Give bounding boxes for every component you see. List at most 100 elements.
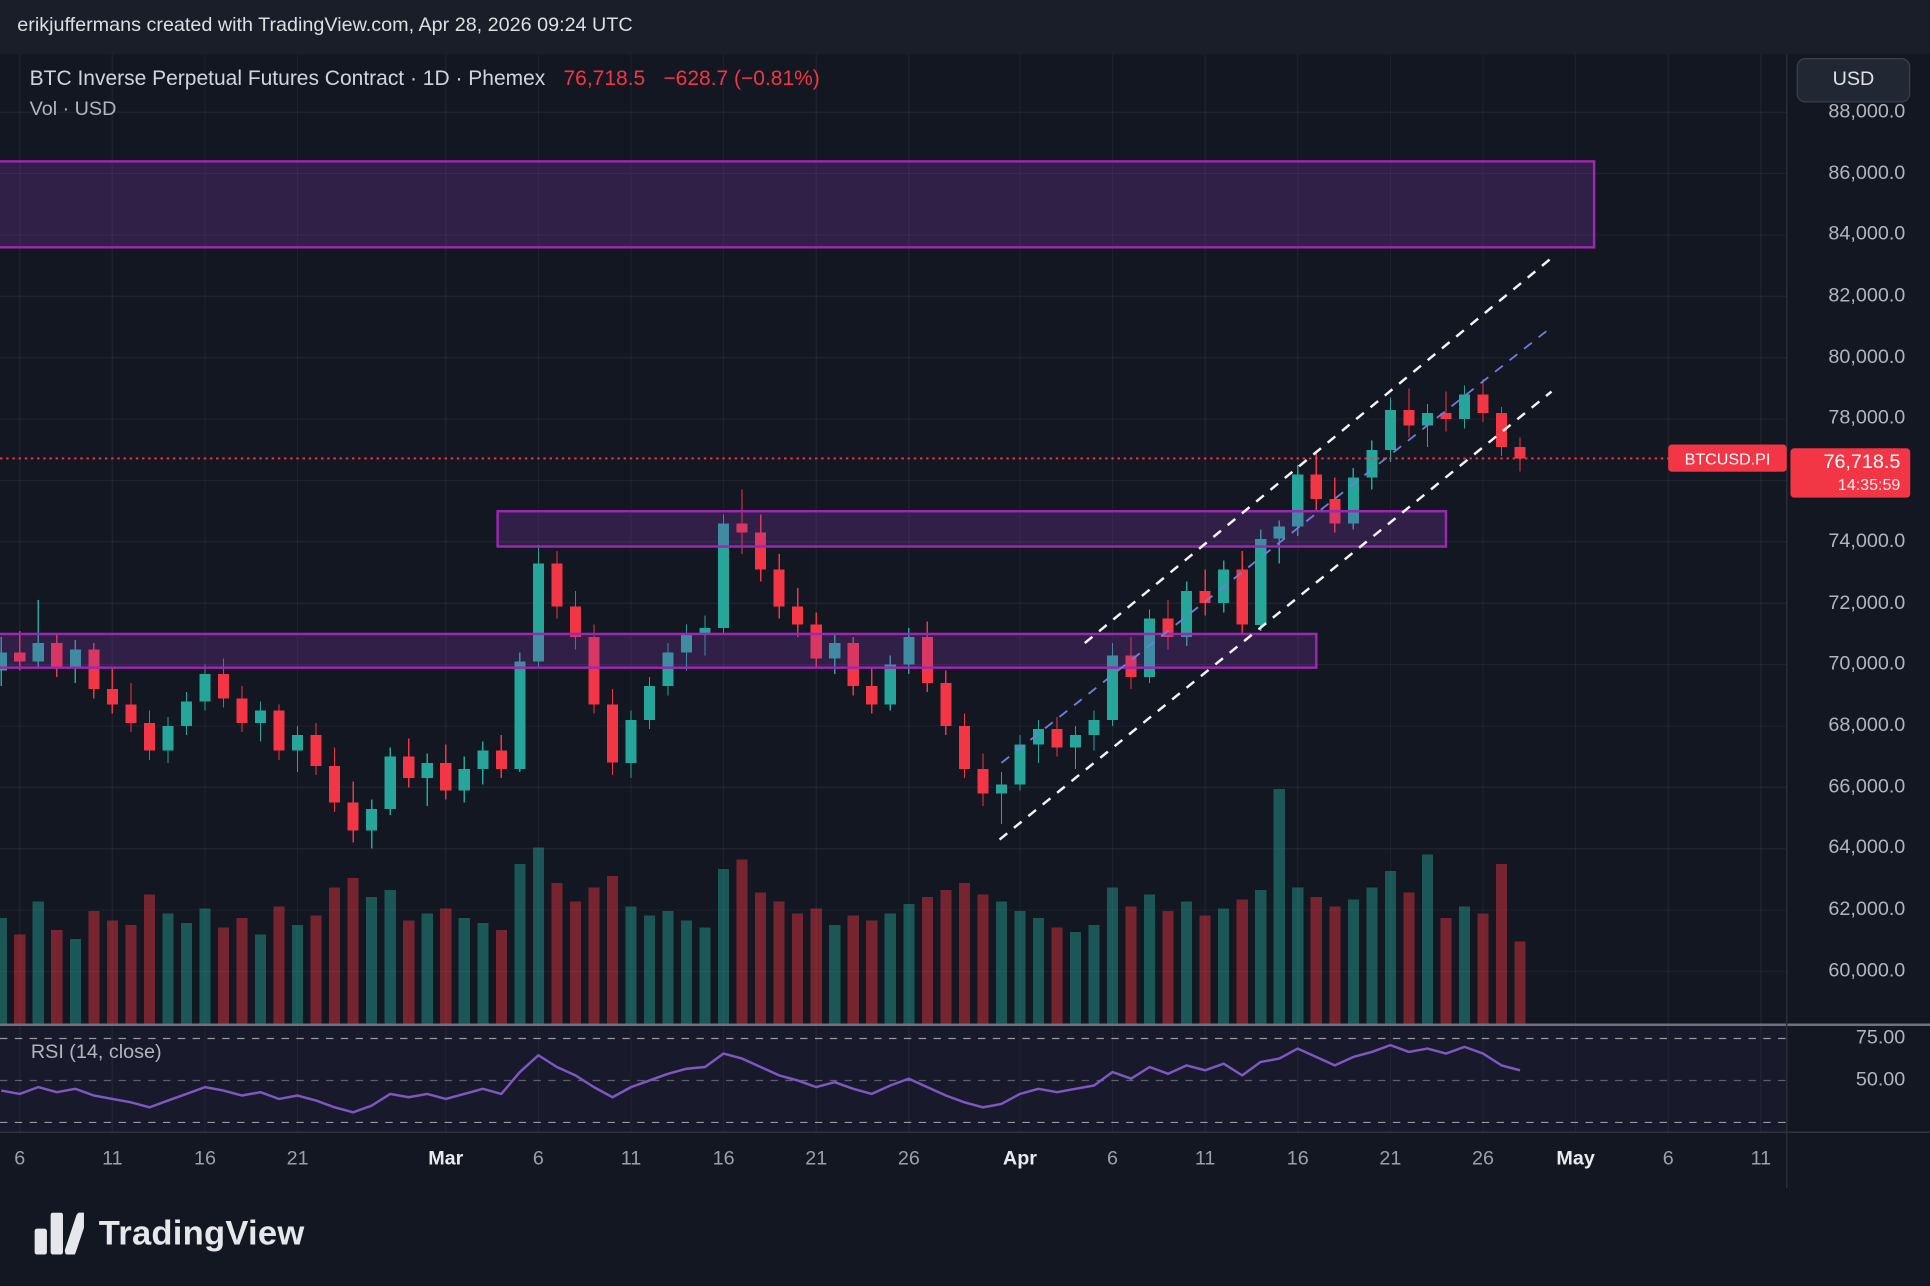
volume-bar [1440, 918, 1452, 1024]
candle [1403, 388, 1415, 438]
candle [995, 771, 1007, 825]
volume-bar [32, 901, 44, 1024]
volume-bar [625, 906, 637, 1024]
last-price-badge: 76,718.5 14:35:59 [1790, 448, 1911, 498]
channel-lower-line [998, 390, 1553, 841]
candle [384, 747, 396, 815]
candle [1014, 735, 1026, 791]
volume-bar [1514, 941, 1526, 1024]
candle [514, 652, 526, 772]
chart-legend: BTC Inverse Perpetual Futures Contract ·… [30, 67, 820, 92]
candle [1236, 551, 1248, 634]
volume-bar [532, 847, 544, 1024]
candle [1477, 379, 1489, 423]
candle [977, 753, 989, 806]
volume-bar [1125, 906, 1137, 1024]
candle [810, 612, 822, 668]
candle [14, 630, 26, 671]
volume-bar [384, 889, 396, 1024]
candle [792, 587, 804, 638]
volume-bar [699, 927, 711, 1024]
candle [143, 710, 155, 760]
volume-bar [588, 887, 600, 1024]
price-axis-label: 80,000.0 [1828, 346, 1906, 368]
candle [755, 514, 767, 582]
volume-bar [1032, 918, 1045, 1024]
volume-bar [662, 911, 674, 1024]
volume-bar [866, 920, 878, 1024]
volume-bar [773, 901, 785, 1024]
volume-bar [606, 875, 619, 1024]
candle [1366, 440, 1378, 490]
candle [366, 799, 378, 849]
candles [0, 379, 1526, 849]
candle [625, 710, 637, 779]
volume-bar [125, 925, 137, 1024]
candle [1162, 600, 1174, 650]
candle [69, 640, 81, 684]
volume-bar [347, 878, 359, 1024]
rsi-axis-label: 50.00 [1855, 1069, 1906, 1091]
candle [310, 722, 322, 776]
candle [495, 735, 507, 779]
attribution-text: erikjuffermans created with TradingView.… [17, 14, 633, 36]
candle [180, 692, 193, 736]
rsi-plot-line [1, 1043, 1521, 1114]
volume-bar [495, 929, 507, 1024]
price-axis-label: 60,000.0 [1828, 960, 1906, 982]
candle [1440, 391, 1452, 432]
volume-bar [1106, 887, 1119, 1024]
volume-bar [1292, 887, 1304, 1024]
candle [477, 741, 489, 785]
time-axis-label: 11 [620, 1148, 642, 1170]
volume-bar [1403, 892, 1415, 1024]
candle [199, 664, 211, 711]
volume-bar [977, 894, 989, 1024]
volume-bar [1458, 906, 1471, 1024]
symbol-price-tag: BTCUSD.PI [1668, 444, 1787, 473]
volume-bar [69, 939, 81, 1024]
volume-bar [1255, 889, 1267, 1024]
candle [106, 667, 118, 714]
candle [884, 655, 896, 711]
candle [236, 686, 248, 733]
candle [606, 689, 619, 776]
time-axis[interactable]: 6 11 16 21 Mar 6 11 16 21 26 Apr 6 11 16 21 26 May 6 11 [0, 0, 1787, 1188]
volume-bar [736, 859, 748, 1024]
supply-zone-upper [0, 160, 1596, 249]
candle [903, 627, 915, 674]
volume-bar [421, 913, 433, 1024]
channel-upper-line [1083, 255, 1555, 645]
currency-toggle-button[interactable]: USD [1796, 58, 1911, 103]
candle [421, 753, 433, 806]
candle [1051, 716, 1063, 757]
candle [773, 554, 785, 619]
price-axis-label: 68,000.0 [1828, 714, 1906, 736]
resistance-zone-mid [496, 509, 1448, 548]
volume-bar [310, 915, 322, 1024]
tradingview-watermark[interactable]: TradingView [34, 1212, 305, 1255]
volume-bar [1014, 911, 1026, 1024]
volume-bar [1384, 871, 1396, 1024]
price-axis-label: 88,000.0 [1828, 101, 1906, 123]
attribution-bar: erikjuffermans created with TradingView.… [0, 0, 1930, 55]
volume-bar [0, 918, 7, 1024]
candle [643, 676, 656, 730]
candle [866, 667, 878, 714]
candle [254, 701, 267, 742]
time-axis-label: 21 [1379, 1148, 1402, 1170]
price-axis[interactable]: 88,000.0 86,000.0 84,000.0 82,000.0 80,000.0… [1787, 0, 1930, 1188]
volume-bar [273, 906, 285, 1024]
volume-bar [458, 918, 470, 1024]
volume-bar [254, 934, 267, 1024]
rsi-pane-bg [0, 1024, 1787, 1133]
volume-bar [440, 908, 452, 1024]
volume-bar [755, 892, 767, 1024]
candle [718, 514, 730, 634]
candle [1384, 397, 1396, 463]
volume-bar [292, 925, 304, 1024]
volume-bar [162, 913, 174, 1024]
time-axis-label: 6 [14, 1148, 26, 1170]
candle [403, 738, 415, 788]
